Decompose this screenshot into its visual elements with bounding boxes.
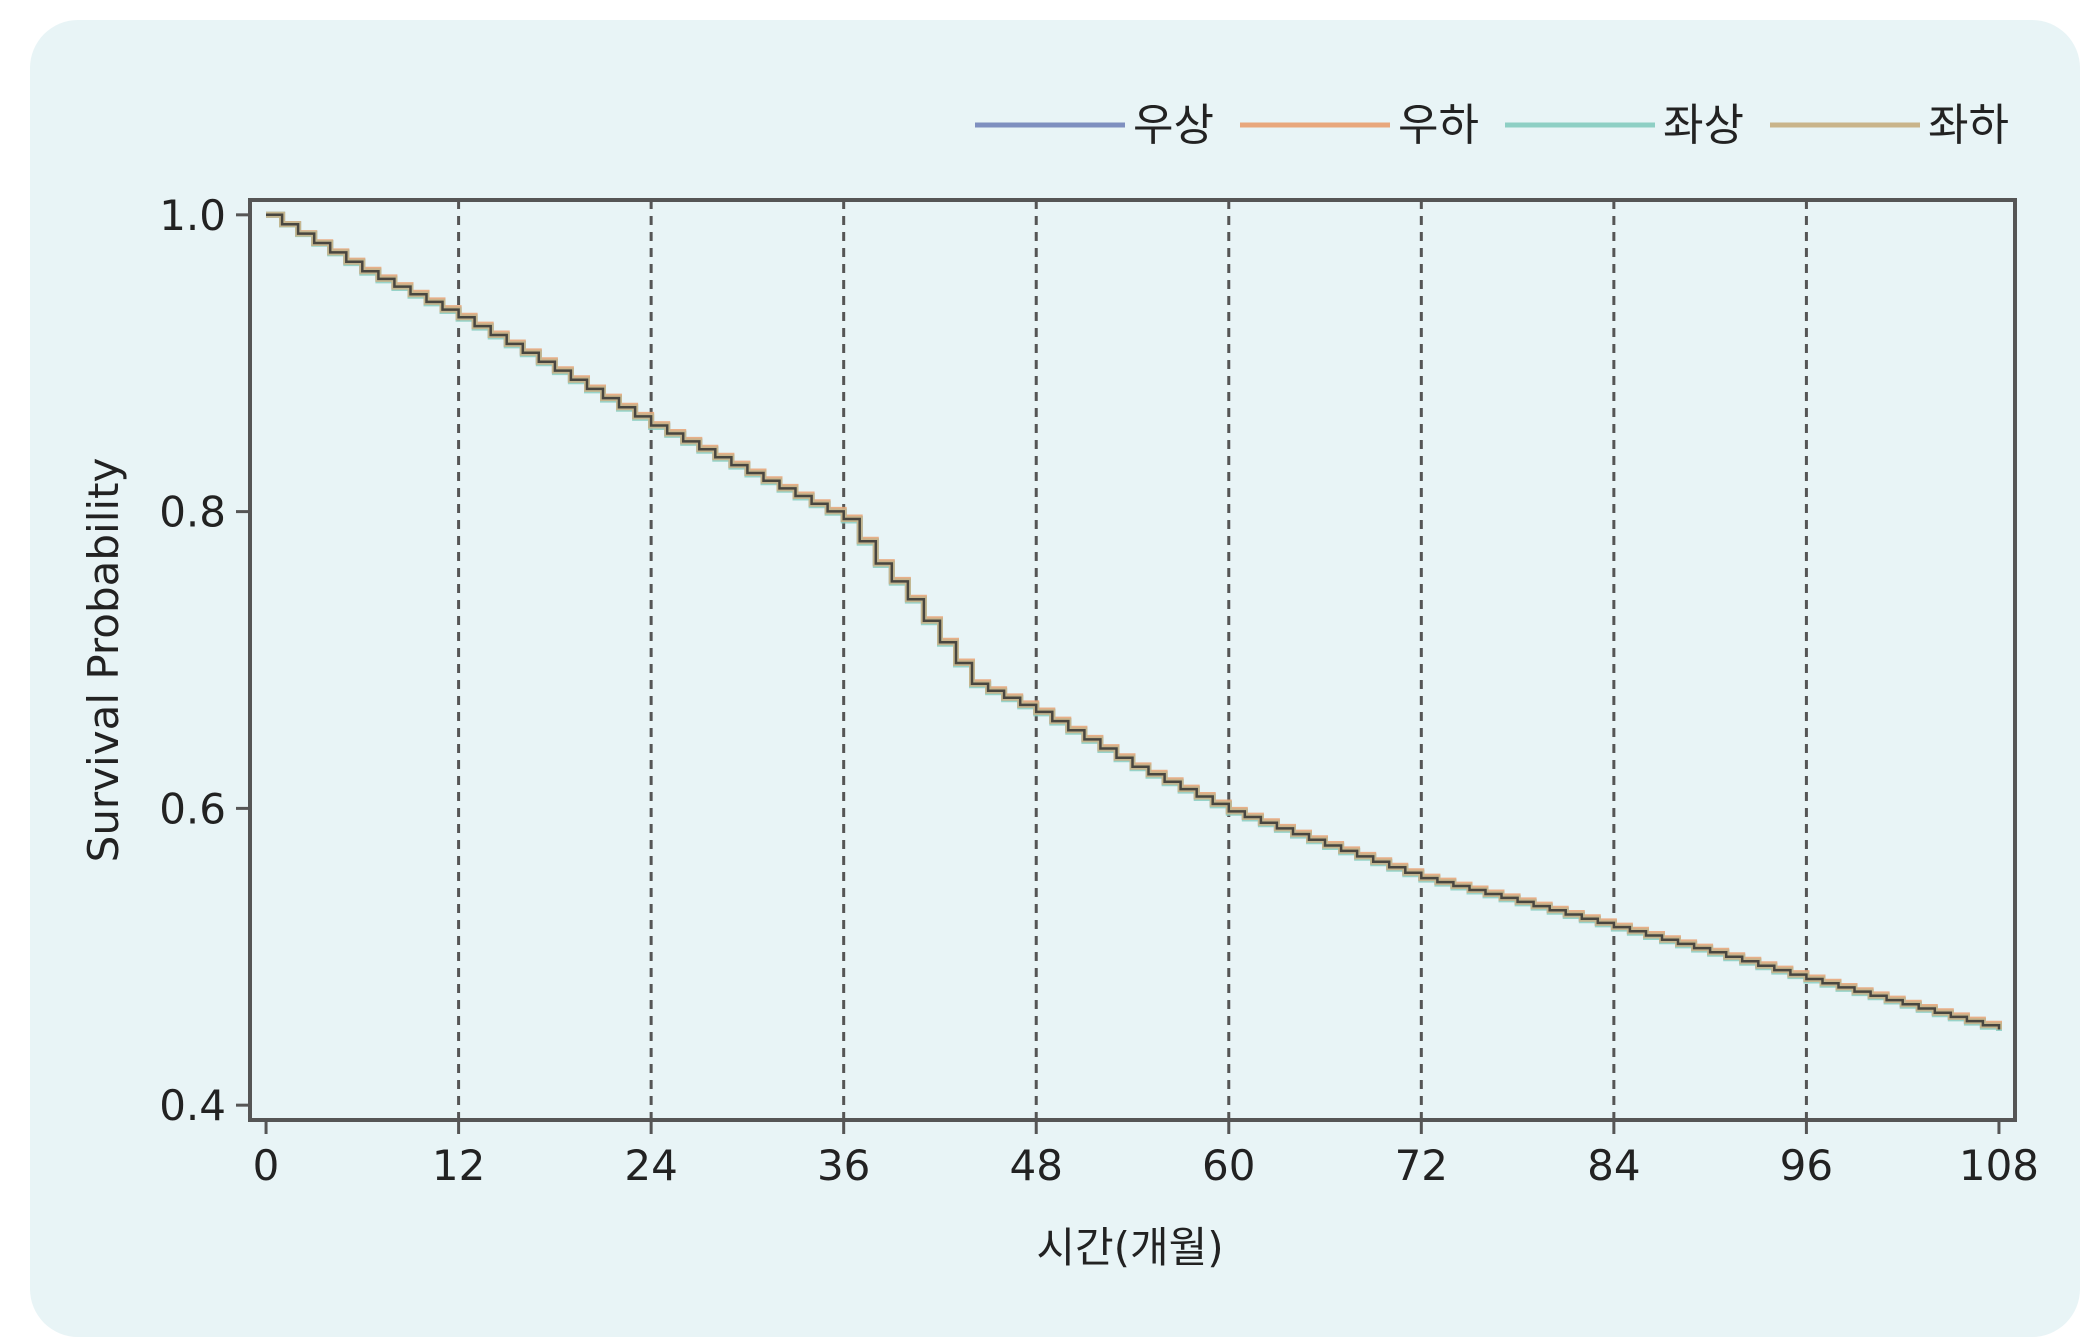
y-tick-label: 0.4 bbox=[159, 1081, 226, 1130]
chart-panel bbox=[30, 20, 2080, 1337]
x-tick-label: 84 bbox=[1587, 1141, 1640, 1190]
tick-layer: 0 12 24 36 48 60 72 84 96 108 0.4 0.6 0.8 1.0 bbox=[159, 191, 2039, 1190]
series-overlap-line bbox=[266, 213, 2001, 1030]
legend-label: 좌하 bbox=[1928, 100, 2009, 151]
legend-label: 좌상 bbox=[1663, 100, 1744, 151]
series-line bbox=[266, 211, 2002, 1031]
legend-label: 우상 bbox=[1133, 100, 1214, 151]
x-tick-label: 12 bbox=[432, 1141, 485, 1190]
x-tick-label: 0 bbox=[253, 1141, 280, 1190]
series-line bbox=[266, 211, 2002, 1028]
legend: 우상 우하 좌상 좌하 bbox=[975, 100, 2009, 151]
series-line bbox=[266, 211, 2002, 1030]
plot-frame bbox=[248, 198, 2017, 1122]
grid-layer bbox=[457, 200, 1808, 1120]
x-tick-label: 96 bbox=[1780, 1141, 1833, 1190]
y-tick-label: 1.0 bbox=[159, 191, 226, 240]
series-line bbox=[266, 211, 2002, 1030]
x-tick-label: 36 bbox=[817, 1141, 870, 1190]
x-tick-label: 60 bbox=[1202, 1141, 1255, 1190]
x-tick-label: 108 bbox=[1959, 1141, 2039, 1190]
x-tick-label: 72 bbox=[1395, 1141, 1448, 1190]
x-tick-label: 24 bbox=[624, 1141, 677, 1190]
x-axis-title: 시간(개월) bbox=[1036, 1223, 1223, 1272]
y-tick-label: 0.6 bbox=[159, 784, 226, 833]
x-tick-label: 48 bbox=[1010, 1141, 1063, 1190]
y-axis-title: Survival Probability bbox=[79, 458, 128, 863]
legend-label: 우하 bbox=[1398, 100, 1479, 151]
series-layer bbox=[266, 211, 2002, 1031]
y-tick-label: 0.8 bbox=[159, 488, 226, 537]
